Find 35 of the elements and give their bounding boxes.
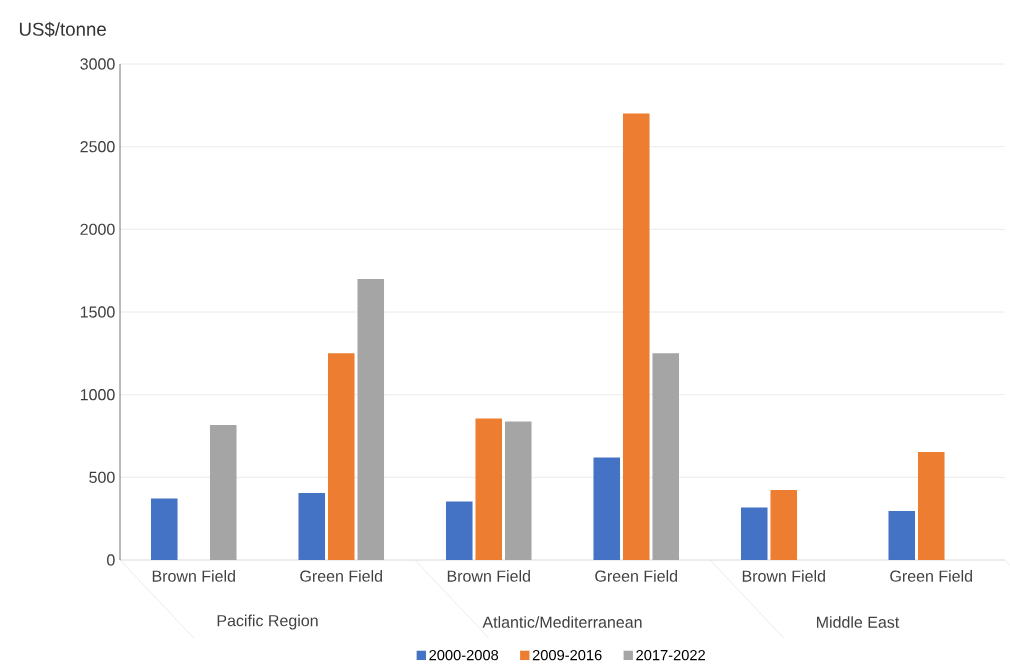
legend-label: 2009-2016: [532, 649, 602, 661]
y-tick-label: 2000: [80, 223, 115, 235]
bar: [622, 113, 650, 560]
bar: [504, 421, 532, 560]
bar: [209, 425, 237, 560]
bar: [652, 353, 680, 560]
y-tick-label: 1500: [80, 306, 115, 318]
bar: [298, 493, 326, 560]
y-tick-label: 3000: [80, 58, 115, 70]
y-tick-label: 500: [89, 471, 115, 483]
x-tick-label: Green Field: [890, 570, 972, 582]
bar: [327, 353, 355, 560]
y-axis-title: US$/tonne: [19, 21, 106, 37]
y-tick-label: 1000: [80, 389, 115, 401]
bar: [150, 498, 178, 560]
x-tick-label: Green Field: [595, 570, 677, 582]
text: Pacific Region: [217, 614, 318, 630]
x-tick-label: Green Field: [300, 570, 382, 582]
y-tick-label: 2500: [80, 141, 115, 153]
x-tick-label: Brown Field: [447, 570, 530, 582]
bar: [357, 278, 385, 560]
x-tick-label: Brown Field: [152, 570, 235, 582]
y-tick-label: 0: [107, 554, 115, 566]
bar: [593, 457, 621, 560]
bar: [917, 451, 945, 560]
bar: [888, 511, 916, 560]
legend-label: 2017-2022: [636, 649, 705, 661]
x-tick-label: Brown Field: [742, 570, 825, 582]
text: Atlantic/Mediterranean: [482, 616, 642, 628]
bar: [740, 507, 768, 560]
bar: [475, 418, 503, 560]
bar: [770, 490, 798, 560]
text: Middle East: [817, 616, 900, 628]
legend-label: 2000-2008: [429, 649, 499, 661]
bar: [445, 501, 473, 560]
